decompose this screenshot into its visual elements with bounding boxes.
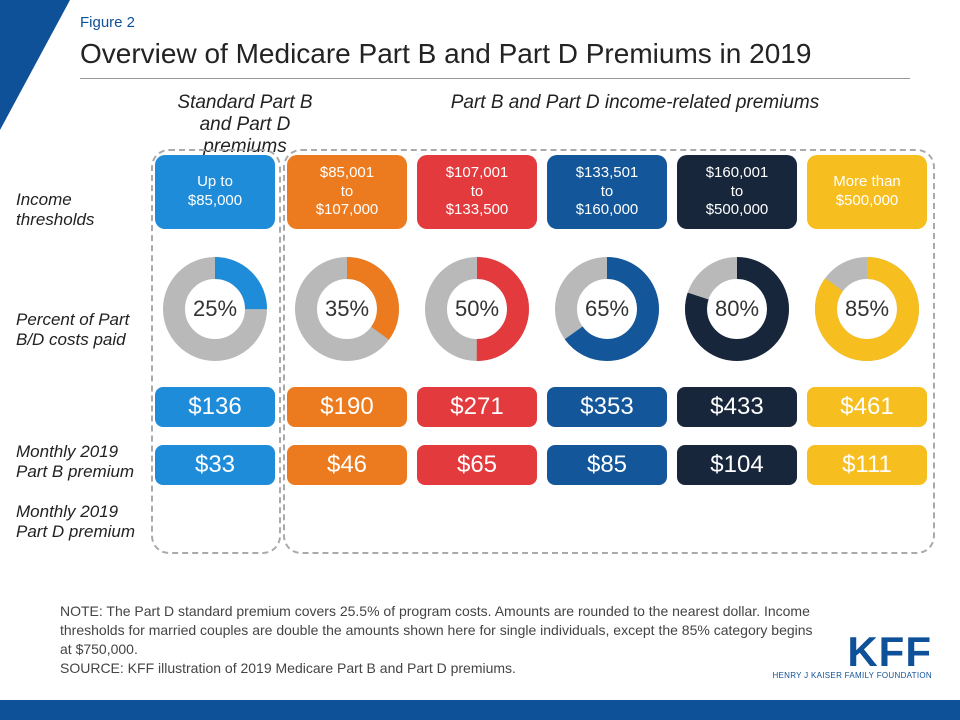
logo-text-small: HENRY J KAISER FAMILY FOUNDATION xyxy=(772,671,932,680)
row-label-part-b: Monthly 2019 Part B premium xyxy=(16,442,146,482)
part-b-value: $190 xyxy=(287,387,407,427)
part-b-value: $271 xyxy=(417,387,537,427)
donut-chart: 65% xyxy=(547,249,667,369)
section-header-income-related: Part B and Part D income-related premium… xyxy=(340,92,930,114)
threshold-line: $85,001 xyxy=(320,164,374,183)
row-label-thresholds: Income thresholds xyxy=(16,190,146,230)
column-0: Up to$85,000 25% $136 $33 xyxy=(155,155,275,485)
donut-chart: 80% xyxy=(677,249,797,369)
donut-percent-label: 35% xyxy=(325,296,369,322)
threshold-line: $107,001 xyxy=(446,164,509,183)
donut-percent-label: 65% xyxy=(585,296,629,322)
threshold-line: Up to xyxy=(197,173,233,192)
threshold-box: $85,001to$107,000 xyxy=(287,155,407,229)
threshold-line: $500,000 xyxy=(706,201,769,220)
threshold-line: More than xyxy=(833,173,901,192)
part-b-value: $461 xyxy=(807,387,927,427)
column-4: $160,001to$500,000 80% $433 $104 xyxy=(677,155,797,485)
part-d-value: $104 xyxy=(677,445,797,485)
footnotes: NOTE: The Part D standard premium covers… xyxy=(60,602,820,678)
threshold-line: to xyxy=(731,183,744,202)
column-3: $133,501to$160,000 65% $353 $85 xyxy=(547,155,667,485)
threshold-line: $133,500 xyxy=(446,201,509,220)
source-text: SOURCE: KFF illustration of 2019 Medicar… xyxy=(60,659,820,678)
threshold-line: $85,000 xyxy=(188,192,242,211)
threshold-line: $160,001 xyxy=(706,164,769,183)
threshold-line: to xyxy=(341,183,354,202)
donut-chart: 25% xyxy=(155,249,275,369)
column-1: $85,001to$107,000 35% $190 $46 xyxy=(287,155,407,485)
figure-label: Figure 2 xyxy=(80,14,135,31)
page-title: Overview of Medicare Part B and Part D P… xyxy=(80,38,811,70)
threshold-box: $107,001to$133,500 xyxy=(417,155,537,229)
kff-logo: KFF HENRY J KAISER FAMILY FOUNDATION xyxy=(772,633,932,680)
part-b-value: $353 xyxy=(547,387,667,427)
row-label-percent: Percent of Part B/D costs paid xyxy=(16,310,146,350)
threshold-box: Up to$85,000 xyxy=(155,155,275,229)
threshold-line: $160,000 xyxy=(576,201,639,220)
part-d-value: $85 xyxy=(547,445,667,485)
column-5: More than$500,000 85% $461 $111 xyxy=(807,155,927,485)
threshold-line: $133,501 xyxy=(576,164,639,183)
donut-percent-label: 50% xyxy=(455,296,499,322)
row-label-part-d: Monthly 2019 Part D premium xyxy=(16,502,146,542)
donut-chart: 85% xyxy=(807,249,927,369)
part-b-value: $136 xyxy=(155,387,275,427)
title-underline xyxy=(80,78,910,79)
logo-text-big: KFF xyxy=(772,633,932,671)
footer-band xyxy=(0,700,960,720)
donut-percent-label: 80% xyxy=(715,296,759,322)
donut-percent-label: 25% xyxy=(193,296,237,322)
donut-percent-label: 85% xyxy=(845,296,889,322)
threshold-line: $500,000 xyxy=(836,192,899,211)
threshold-line: to xyxy=(601,183,614,202)
part-d-value: $46 xyxy=(287,445,407,485)
part-b-value: $433 xyxy=(677,387,797,427)
part-d-value: $65 xyxy=(417,445,537,485)
threshold-line: $107,000 xyxy=(316,201,379,220)
threshold-box: $160,001to$500,000 xyxy=(677,155,797,229)
part-d-value: $111 xyxy=(807,445,927,485)
part-d-value: $33 xyxy=(155,445,275,485)
note-text: NOTE: The Part D standard premium covers… xyxy=(60,602,820,659)
threshold-box: More than$500,000 xyxy=(807,155,927,229)
donut-chart: 35% xyxy=(287,249,407,369)
donut-chart: 50% xyxy=(417,249,537,369)
threshold-line: to xyxy=(471,183,484,202)
corner-triangle xyxy=(0,0,70,130)
column-2: $107,001to$133,500 50% $271 $65 xyxy=(417,155,537,485)
threshold-box: $133,501to$160,000 xyxy=(547,155,667,229)
